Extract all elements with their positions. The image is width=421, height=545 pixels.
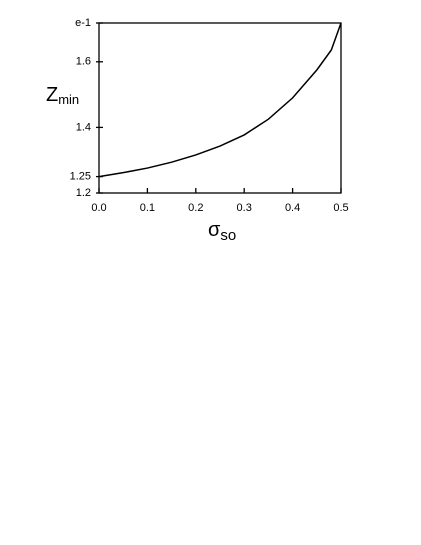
y-tick-label: 1.2 xyxy=(76,187,91,199)
y-label-sub: min xyxy=(58,92,79,107)
x-tick-label: 0.2 xyxy=(188,202,203,214)
plot-frame xyxy=(98,22,342,194)
x-tick-label: 0.1 xyxy=(140,202,155,214)
y-label-main: Z xyxy=(46,84,58,106)
y-tick-label: 1.4 xyxy=(76,121,91,133)
data-line xyxy=(98,22,342,178)
x-tick-label: 0.4 xyxy=(285,202,300,214)
x-tick-label: 0.5 xyxy=(333,202,348,214)
x-tick-label: 0.0 xyxy=(91,202,106,214)
y-tick-label: 1.25 xyxy=(70,171,91,183)
x-label-main: σ xyxy=(208,219,221,241)
y-tick-label: 1.6 xyxy=(76,56,91,68)
x-axis-label: σso xyxy=(208,219,236,244)
y-tick-label: e-1 xyxy=(75,17,91,29)
y-axis-label: Zmin xyxy=(46,84,79,107)
x-label-sub: so xyxy=(220,227,236,244)
x-tick-label: 0.3 xyxy=(237,202,252,214)
